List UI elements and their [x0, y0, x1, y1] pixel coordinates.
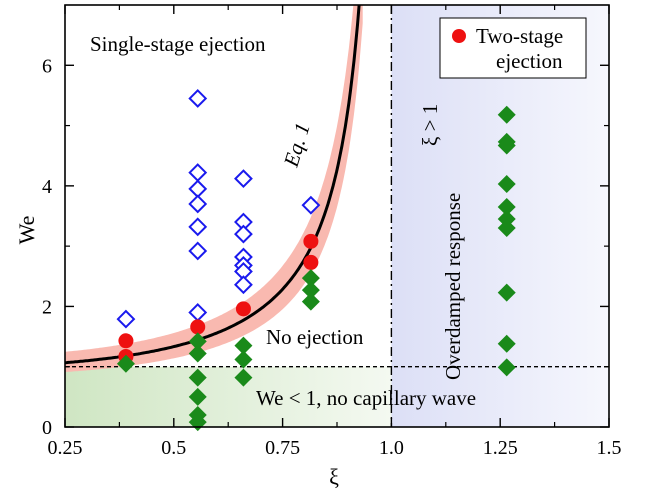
y-axis-title: We	[14, 216, 39, 245]
no-ejection-point	[301, 281, 320, 300]
no-wave-label: We < 1, no capillary wave	[256, 386, 476, 410]
no-ejection-point	[497, 210, 516, 229]
no-ejection-point	[497, 175, 516, 194]
y-tick-label: 6	[42, 55, 52, 77]
no-ejection-point	[188, 368, 207, 387]
single-stage-point	[188, 194, 208, 214]
no-capillary-wave-region	[65, 366, 392, 427]
single-stage-point	[234, 169, 253, 189]
no-ejection-point	[497, 219, 516, 238]
no-ejection-point	[116, 354, 135, 373]
single-stage-point	[116, 309, 136, 329]
no-ejection-point	[497, 197, 516, 216]
no-ejection-label: No ejection	[266, 325, 364, 349]
overdamped-label: Overdamped response	[441, 193, 465, 380]
no-ejection-point	[188, 332, 207, 351]
legend-label-line1: Two-stage	[476, 24, 563, 48]
y-tick-label: 2	[42, 296, 52, 318]
data-markers	[116, 89, 516, 432]
single-stage-point	[188, 89, 208, 108]
x-tick-label: 0.75	[265, 437, 300, 459]
single-stage-label: Single-stage ejection	[90, 32, 266, 56]
single-stage-point	[188, 163, 208, 183]
no-ejection-point	[497, 283, 516, 302]
no-ejection-point	[497, 105, 516, 124]
two-stage-point	[118, 333, 134, 349]
axis-ticks: 0.25 0.5 0.75 1.0 1.25 1.5 0 2 4 6	[42, 5, 622, 459]
eq1-uncertainty-band	[65, 5, 363, 372]
no-ejection-point	[234, 350, 253, 369]
no-ejection-point	[188, 387, 207, 406]
legend-box	[439, 17, 587, 79]
no-ejection-point	[234, 368, 253, 387]
xi-greater-than-one-label: ξ > 1	[418, 104, 442, 146]
x-tick-label: 1.5	[597, 437, 622, 459]
single-stage-point	[188, 217, 208, 237]
legend-marker-two-stage	[452, 29, 466, 43]
two-stage-point	[303, 254, 319, 270]
y-tick-label: 0	[42, 417, 52, 439]
curve-label: Eq. 1	[279, 120, 315, 170]
x-tick-label: 1.25	[483, 437, 518, 459]
two-stage-point	[235, 301, 251, 317]
x-axis-title: ξ	[329, 464, 339, 489]
x-tick-label: 0.5	[161, 437, 186, 459]
no-ejection-point	[497, 358, 516, 377]
x-tick-label: 0.25	[48, 437, 83, 459]
two-stage-point	[190, 319, 206, 335]
single-stage-point	[301, 195, 321, 215]
single-stage-point	[234, 275, 253, 295]
single-stage-point	[188, 241, 208, 261]
no-ejection-point	[301, 292, 320, 311]
no-ejection-point	[497, 136, 516, 155]
legend-label-line2: ejection	[496, 49, 563, 73]
x-tick-label: 1.0	[379, 437, 404, 459]
single-stage-point	[188, 303, 208, 322]
no-ejection-point	[234, 336, 253, 355]
no-ejection-point	[497, 334, 516, 353]
y-tick-label: 4	[42, 176, 52, 198]
no-ejection-point	[301, 269, 320, 288]
two-stage-point	[303, 233, 319, 249]
legend: Two-stage ejection	[439, 17, 587, 79]
single-stage-point	[188, 179, 208, 199]
single-stage-point	[234, 224, 253, 244]
no-ejection-point	[188, 344, 207, 363]
